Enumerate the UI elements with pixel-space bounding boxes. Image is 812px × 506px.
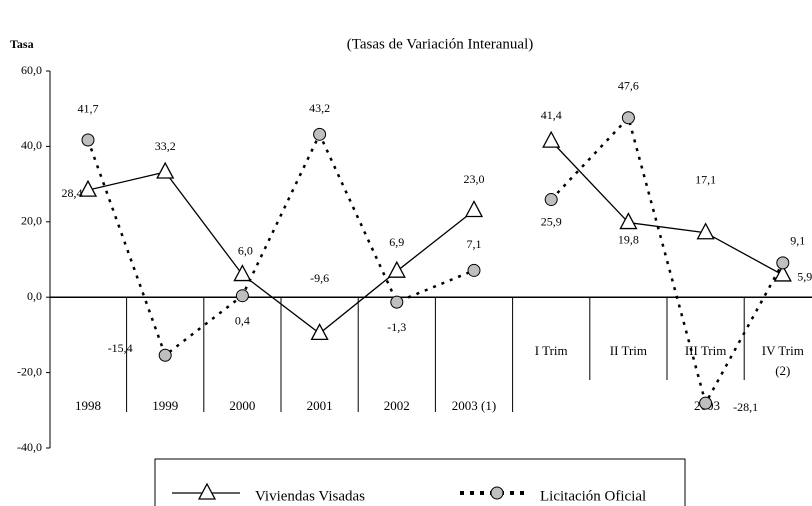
data-label: 6,9 <box>389 235 404 249</box>
data-label: 0,4 <box>235 313 250 327</box>
data-point <box>310 323 329 341</box>
data-label: -15,4 <box>108 341 133 355</box>
data-point <box>699 396 713 410</box>
y-tick-label: -40,0 <box>17 440 42 454</box>
data-point <box>233 264 252 282</box>
data-point <box>156 161 175 179</box>
x-tick-label: 2002 <box>384 398 410 413</box>
legend-marker <box>197 482 217 500</box>
x-tick-label: 1998 <box>75 398 101 413</box>
data-label: 41,4 <box>541 108 562 122</box>
data-label: 28,4 <box>62 186 83 200</box>
x-tick-label: 2000 <box>229 398 255 413</box>
data-point <box>542 130 561 148</box>
data-point <box>619 212 638 230</box>
data-label: 17,1 <box>695 172 716 186</box>
data-label: -1,3 <box>387 320 406 334</box>
y-axis-label: Tasa <box>10 37 34 51</box>
legend-label: Licitación Oficial <box>540 488 646 504</box>
x-tick-label: I Trim <box>535 343 568 358</box>
y-tick-label: 20,0 <box>21 214 42 228</box>
y-tick-label: 40,0 <box>21 138 42 152</box>
data-label: 23,0 <box>464 172 485 186</box>
y-tick-label: 0,0 <box>27 289 42 303</box>
data-point <box>621 111 635 125</box>
data-point <box>467 263 481 277</box>
data-label: 41,7 <box>78 102 99 116</box>
x-tick-label: II Trim <box>610 343 647 358</box>
x-tick-label: 2001 <box>307 398 333 413</box>
data-point <box>773 264 792 282</box>
data-point <box>544 193 558 207</box>
series-line <box>86 131 475 358</box>
data-label: 5,9 <box>797 270 812 284</box>
chart-title: (Tasas de Variación Interanual) <box>347 36 534 52</box>
legend-marker <box>490 486 504 500</box>
y-tick-label: 60,0 <box>21 63 42 77</box>
data-point <box>390 295 404 309</box>
data-label: 19,8 <box>618 232 639 246</box>
data-point <box>696 222 715 240</box>
data-point <box>464 200 484 218</box>
data-point <box>235 289 249 303</box>
data-label: 33,2 <box>155 139 176 153</box>
data-point <box>313 127 327 141</box>
data-label: -28,1 <box>733 400 758 414</box>
data-label: 47,6 <box>618 78 639 92</box>
data-label: 9,1 <box>790 234 805 248</box>
data-label: 6,0 <box>238 243 253 257</box>
x-tick-label: 1999 <box>152 398 178 413</box>
series-line <box>87 171 475 335</box>
legend-box <box>154 458 686 506</box>
legend-label: Viviendas Visadas <box>255 488 365 504</box>
data-point <box>81 133 95 147</box>
series-line <box>550 115 784 407</box>
data-label: 25,9 <box>541 214 562 228</box>
data-label: 7,1 <box>467 237 482 251</box>
x-tick-label: IV Trim (2) <box>762 343 804 378</box>
data-point <box>387 260 406 278</box>
data-point <box>776 256 790 270</box>
data-point <box>158 348 172 362</box>
x-tick-label: III Trim <box>685 343 727 358</box>
y-tick-label: -20,0 <box>17 364 42 378</box>
data-label: 43,2 <box>309 101 330 115</box>
data-point <box>78 179 98 197</box>
series-line <box>550 140 784 276</box>
data-label: -9,6 <box>310 271 329 285</box>
x-tick-label: 2003 (1) <box>452 398 496 413</box>
